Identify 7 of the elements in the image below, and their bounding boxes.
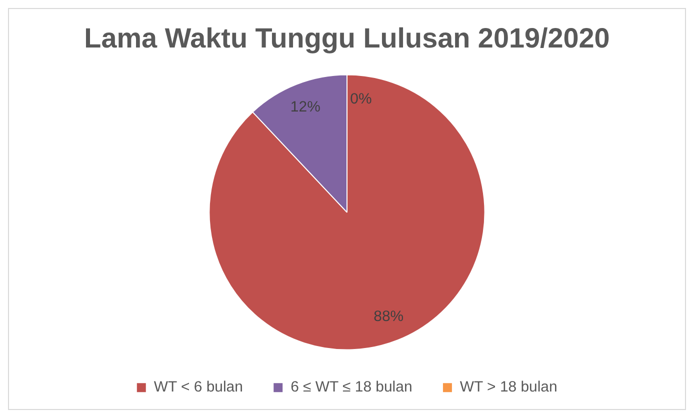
text: 0% (350, 90, 372, 108)
data-label: 88% (374, 308, 404, 326)
legend-label: 6 ≤ WT ≤ 18 bulan (290, 378, 412, 396)
chart-title: Lama Waktu Tunggu Lulusan 2019/2020 (84, 22, 610, 54)
legend-label: WT > 18 bulan (460, 378, 558, 396)
legend-label: WT < 6 bulan (154, 378, 243, 396)
data-label: 12% (290, 98, 320, 116)
